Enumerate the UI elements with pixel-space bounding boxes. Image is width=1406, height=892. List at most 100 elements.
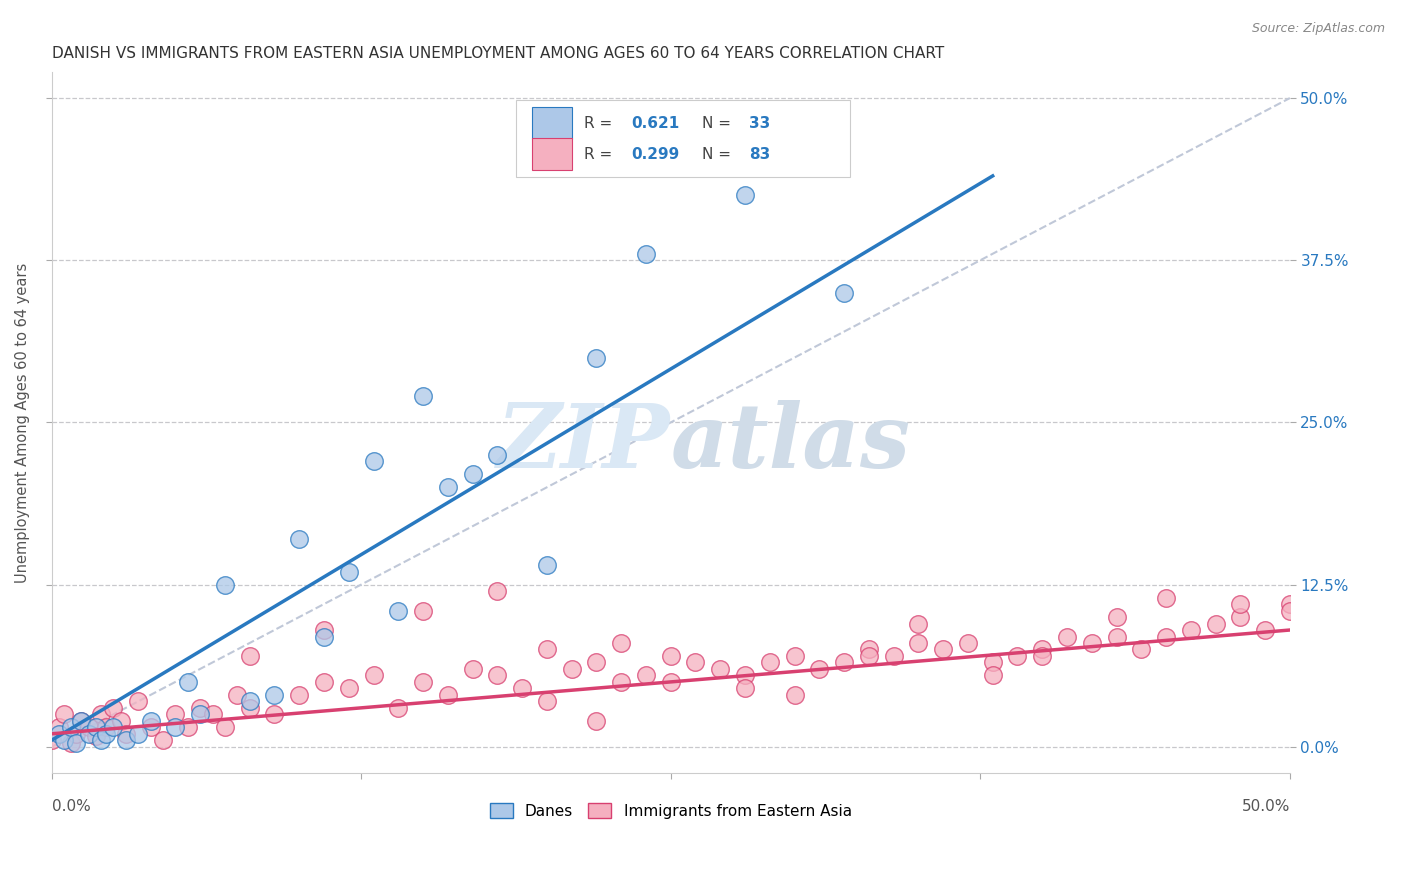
- Point: [1154, 591, 1177, 605]
- Point: [337, 565, 360, 579]
- Point: [312, 623, 335, 637]
- Point: [1081, 636, 1104, 650]
- Point: [1105, 630, 1128, 644]
- Point: [114, 733, 136, 747]
- Point: [165, 707, 187, 722]
- Point: [436, 688, 458, 702]
- Point: [77, 720, 100, 734]
- Point: [734, 681, 756, 696]
- Point: [536, 558, 558, 573]
- Point: [152, 733, 174, 747]
- Point: [1056, 630, 1078, 644]
- Point: [1278, 597, 1301, 611]
- Point: [177, 720, 200, 734]
- Point: [1105, 610, 1128, 624]
- Legend: Danes, Immigrants from Eastern Asia: Danes, Immigrants from Eastern Asia: [484, 797, 858, 824]
- Point: [103, 720, 125, 734]
- Point: [70, 714, 93, 728]
- Point: [177, 674, 200, 689]
- Point: [48, 727, 70, 741]
- Point: [288, 532, 311, 546]
- Point: [337, 681, 360, 696]
- Point: [536, 642, 558, 657]
- Point: [90, 707, 112, 722]
- FancyBboxPatch shape: [531, 107, 572, 139]
- Text: N =: N =: [702, 116, 735, 131]
- Y-axis label: Unemployment Among Ages 60 to 64 years: Unemployment Among Ages 60 to 64 years: [15, 262, 30, 582]
- Point: [1180, 623, 1202, 637]
- Point: [832, 656, 855, 670]
- Point: [363, 668, 385, 682]
- Point: [561, 662, 583, 676]
- Point: [1130, 642, 1153, 657]
- Text: atlas: atlas: [671, 401, 911, 487]
- Point: [103, 701, 125, 715]
- Text: 50.0%: 50.0%: [1241, 799, 1289, 814]
- Point: [60, 736, 83, 750]
- FancyBboxPatch shape: [516, 100, 851, 178]
- Text: 0.621: 0.621: [631, 116, 679, 131]
- Point: [94, 720, 117, 734]
- Point: [685, 656, 707, 670]
- Point: [486, 448, 509, 462]
- Point: [77, 727, 100, 741]
- Point: [1278, 603, 1301, 617]
- Point: [201, 707, 224, 722]
- Point: [1154, 630, 1177, 644]
- Point: [486, 668, 509, 682]
- Point: [585, 351, 607, 365]
- Point: [288, 688, 311, 702]
- Point: [127, 727, 149, 741]
- Point: [387, 701, 409, 715]
- Point: [981, 656, 1004, 670]
- Text: R =: R =: [583, 146, 617, 161]
- Text: R =: R =: [583, 116, 617, 131]
- Point: [127, 694, 149, 708]
- Point: [165, 720, 187, 734]
- FancyBboxPatch shape: [531, 138, 572, 170]
- Point: [312, 630, 335, 644]
- Point: [634, 246, 657, 260]
- Point: [585, 714, 607, 728]
- Point: [659, 674, 682, 689]
- Text: 33: 33: [749, 116, 770, 131]
- Text: 83: 83: [749, 146, 770, 161]
- Text: Source: ZipAtlas.com: Source: ZipAtlas.com: [1251, 22, 1385, 36]
- Point: [956, 636, 979, 650]
- Point: [214, 577, 236, 591]
- Point: [52, 733, 75, 747]
- Point: [783, 648, 806, 663]
- Point: [188, 707, 211, 722]
- Point: [808, 662, 831, 676]
- Point: [907, 636, 929, 650]
- Point: [263, 707, 285, 722]
- Point: [1229, 610, 1251, 624]
- Point: [461, 662, 484, 676]
- Point: [139, 720, 162, 734]
- Point: [412, 603, 434, 617]
- Point: [436, 480, 458, 494]
- Point: [932, 642, 955, 657]
- Point: [139, 714, 162, 728]
- Point: [412, 674, 434, 689]
- Point: [239, 648, 262, 663]
- Point: [709, 662, 731, 676]
- Point: [214, 720, 236, 734]
- Point: [585, 656, 607, 670]
- Point: [486, 584, 509, 599]
- Point: [387, 603, 409, 617]
- Point: [858, 642, 880, 657]
- Point: [461, 467, 484, 482]
- Point: [981, 668, 1004, 682]
- Point: [1254, 623, 1277, 637]
- Point: [832, 285, 855, 300]
- Point: [48, 720, 70, 734]
- Point: [188, 701, 211, 715]
- Point: [1031, 642, 1053, 657]
- Point: [52, 707, 75, 722]
- Point: [65, 727, 87, 741]
- Point: [1205, 616, 1227, 631]
- Point: [239, 694, 262, 708]
- Point: [734, 188, 756, 202]
- Point: [634, 668, 657, 682]
